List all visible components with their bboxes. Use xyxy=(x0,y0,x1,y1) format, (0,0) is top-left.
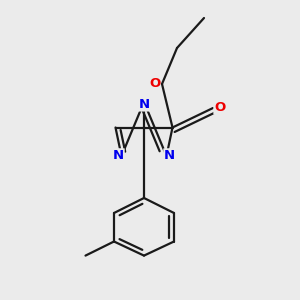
Text: N: N xyxy=(113,149,124,162)
Text: N: N xyxy=(164,149,175,162)
Text: O: O xyxy=(149,77,160,90)
Text: N: N xyxy=(138,98,150,111)
Text: O: O xyxy=(214,101,225,114)
